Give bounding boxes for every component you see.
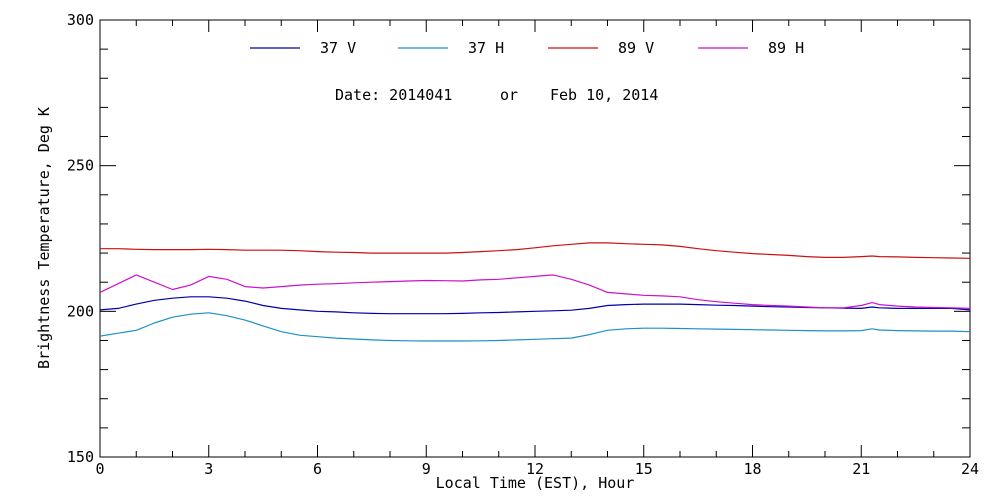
y-tick-label: 150 (67, 448, 94, 466)
series-line-89-v (100, 242, 971, 259)
or-label: or (500, 86, 518, 104)
y-tick-label: 300 (67, 11, 94, 29)
x-tick-label: 12 (526, 460, 544, 478)
y-tick-label: 200 (67, 302, 94, 320)
x-tick-label: 3 (204, 460, 213, 478)
x-axis-label: Local Time (EST), Hour (436, 474, 635, 492)
plot-frame (99, 19, 971, 458)
axis-ticks (99, 19, 971, 458)
y-tick-label: 250 (67, 157, 94, 175)
x-tick-label: 18 (743, 460, 761, 478)
y-axis-label: Brightness Temperature, Deg K (35, 107, 53, 369)
series-line-37-v (99, 296, 971, 315)
series-lines (99, 242, 971, 342)
legend-label-89-h: 89 H (768, 39, 804, 57)
x-tick-labels: 0 3 6 9 12 15 18 21 24 (95, 460, 979, 478)
legend-label-37-h: 37 H (468, 39, 504, 57)
x-tick-label: 21 (852, 460, 870, 478)
date-text: Feb 10, 2014 (550, 86, 658, 104)
date-label: Date: 2014041 (335, 86, 452, 104)
legend: 37 V 37 H 89 V 89 H (250, 39, 804, 57)
x-tick-label: 9 (422, 460, 431, 478)
x-tick-label: 6 (313, 460, 322, 478)
legend-label-89-v: 89 V (618, 39, 654, 57)
x-tick-label: 15 (635, 460, 653, 478)
x-tick-label: 24 (961, 460, 979, 478)
y-tick-labels: 150 200 250 300 (67, 11, 94, 466)
series-line-37-h (99, 312, 971, 342)
legend-label-37-v: 37 V (320, 39, 356, 57)
series-line-89-h (99, 274, 971, 309)
x-tick-label: 0 (95, 460, 104, 478)
